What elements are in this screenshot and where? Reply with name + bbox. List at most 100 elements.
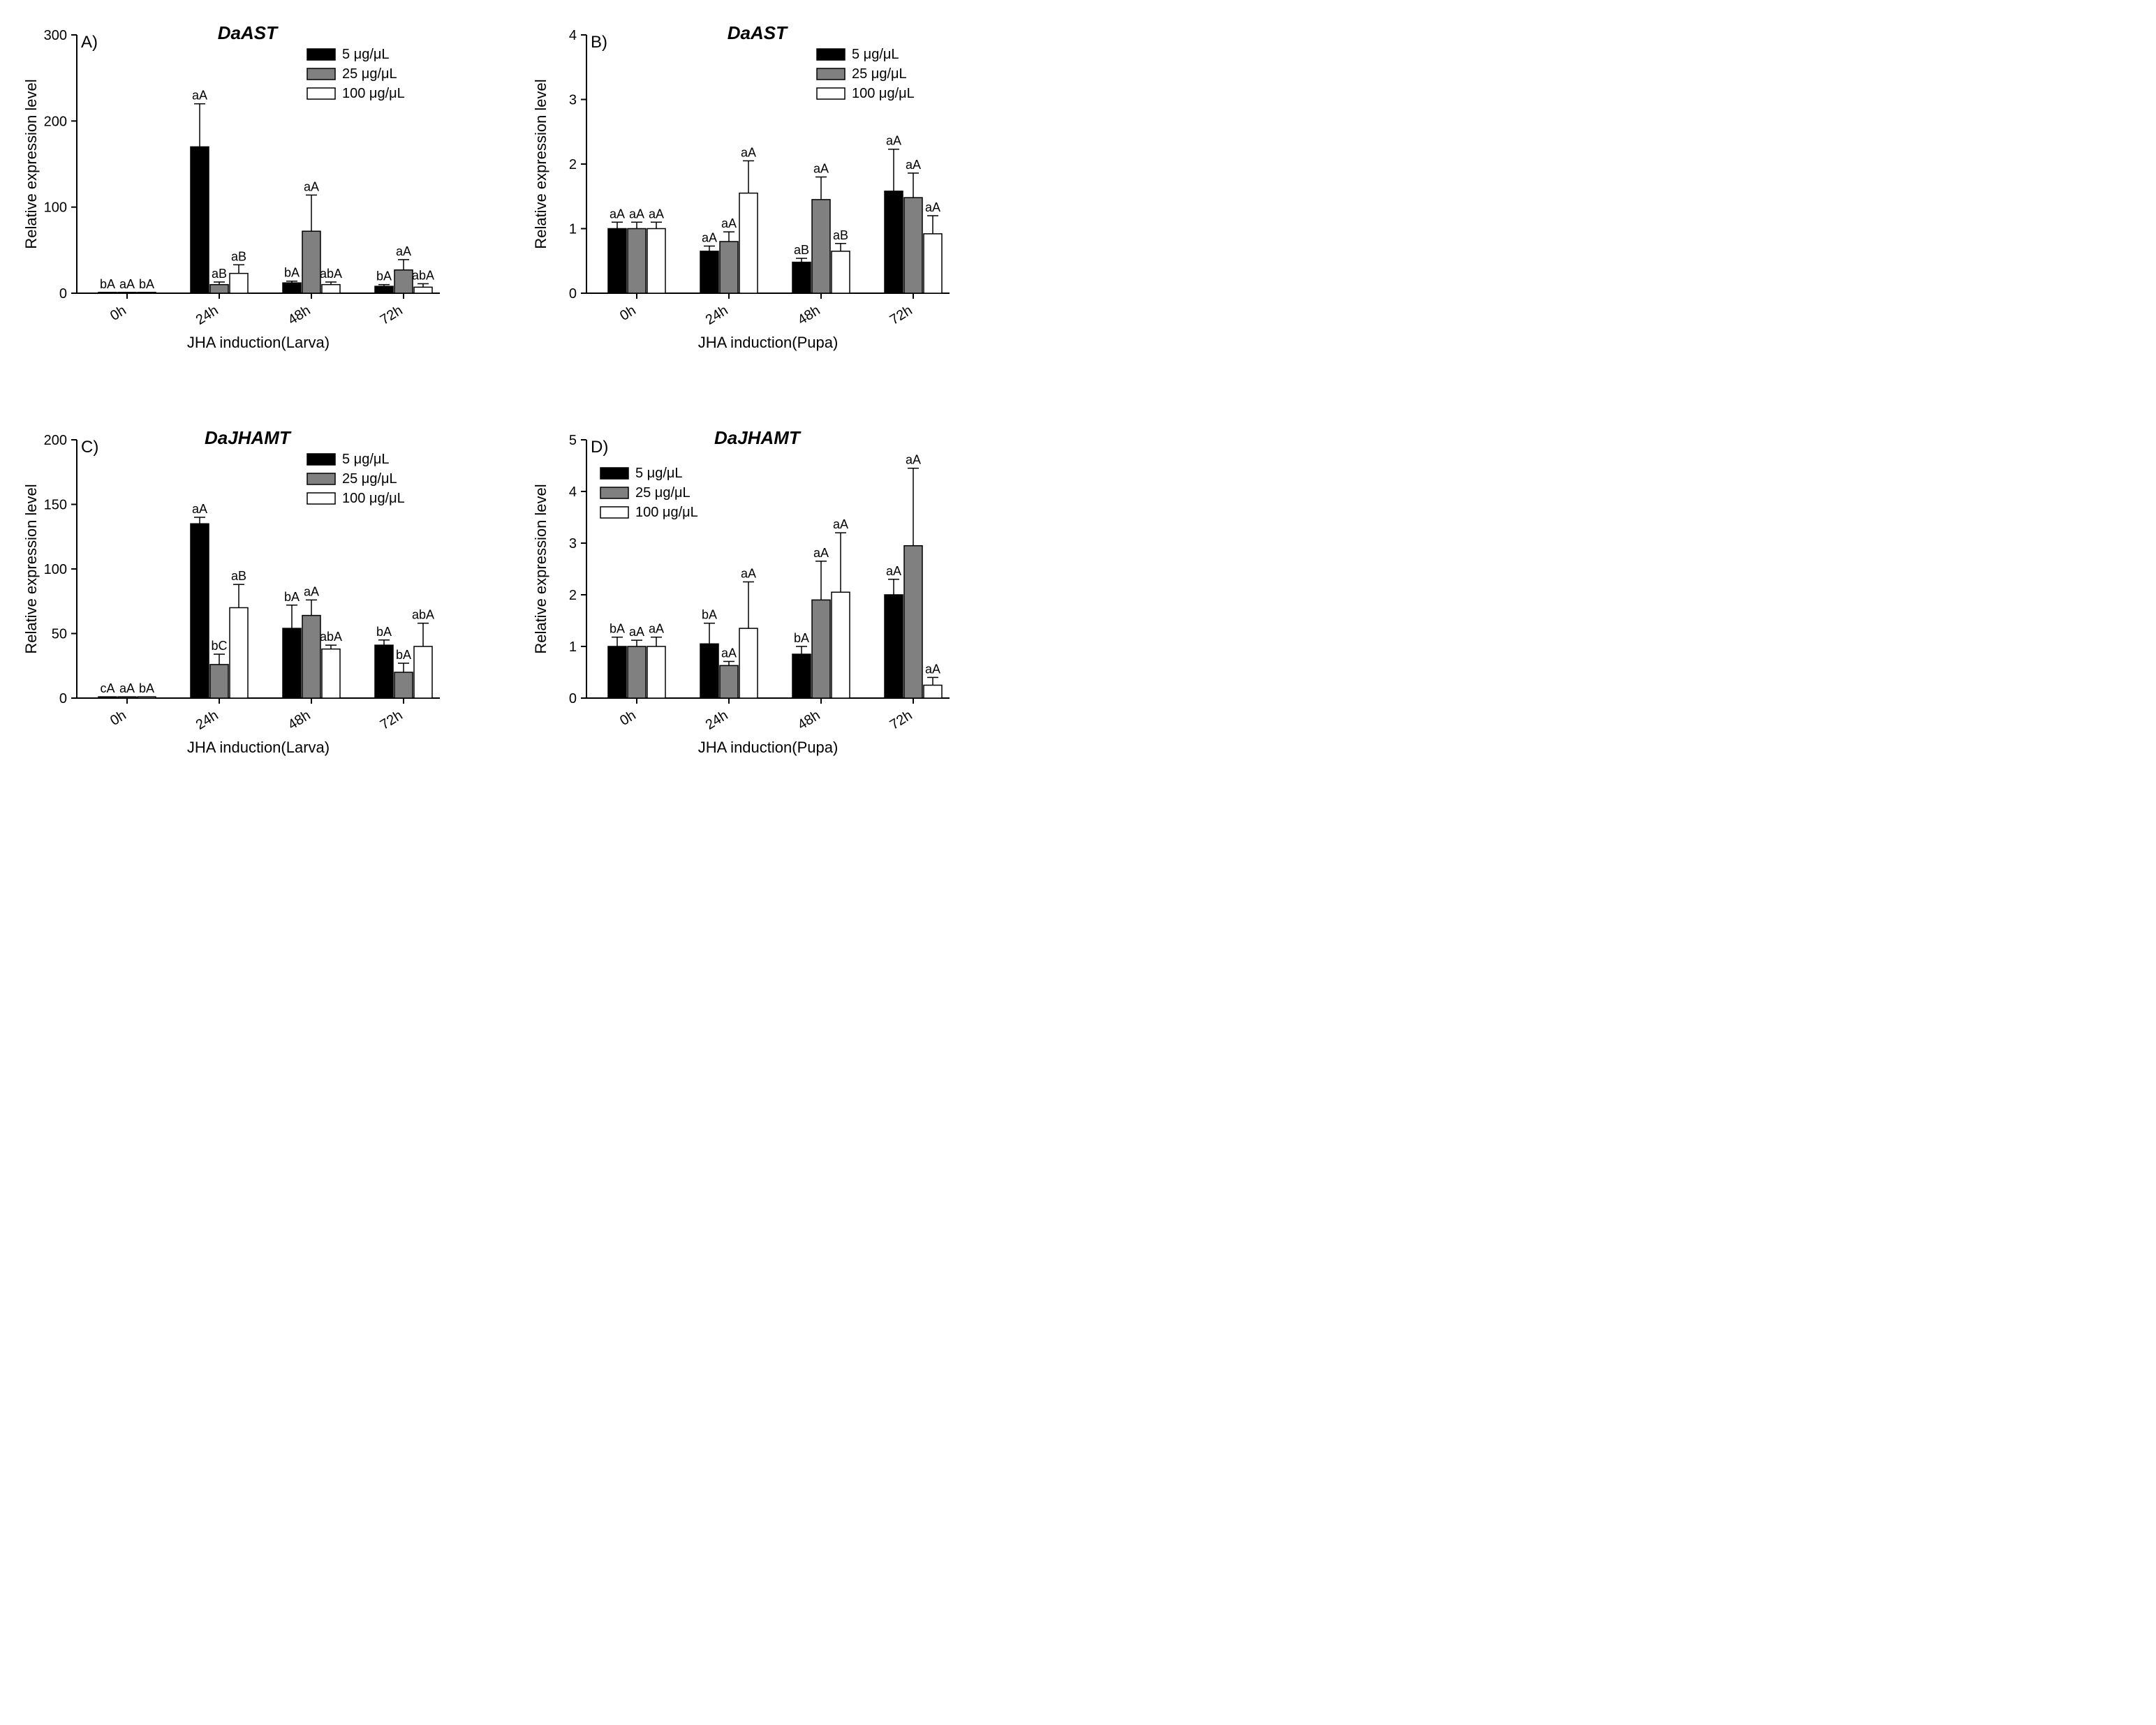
xtick-label: 0h: [108, 303, 129, 324]
xtick-label: 72h: [378, 708, 406, 733]
panel-D: 012345D)DaJHAMT5 μg/μL25 μg/μL100 μg/μL0…: [524, 419, 991, 796]
ytick-label: 100: [44, 562, 67, 577]
legend-label: 100 μg/μL: [342, 86, 405, 101]
xtick-label: 24h: [703, 708, 731, 733]
bar-sig-label: aB: [794, 243, 809, 257]
bar-sig-label: aA: [906, 158, 921, 172]
bar: [394, 672, 413, 698]
bar-sig-label: aA: [192, 89, 207, 103]
ytick-label: 3: [569, 93, 577, 108]
legend-label: 5 μg/μL: [342, 452, 390, 467]
bar-sig-label: aA: [886, 564, 901, 578]
bar: [322, 649, 340, 698]
x-axis-title: JHA induction(Larva): [187, 739, 330, 756]
bar-sig-label: bC: [211, 639, 227, 653]
chart-A: 0100200300A)DaAST5 μg/μL25 μg/μL100 μg/μ…: [14, 14, 475, 391]
bar: [647, 646, 665, 698]
legend-swatch: [307, 49, 335, 60]
x-axis-title: JHA induction(Pupa): [698, 739, 839, 756]
bar: [191, 147, 209, 293]
xtick-label: 48h: [795, 708, 823, 733]
figure-grid: 0100200300A)DaAST5 μg/μL25 μg/μL100 μg/μ…: [14, 14, 991, 796]
panel-A: 0100200300A)DaAST5 μg/μL25 μg/μL100 μg/μ…: [14, 14, 482, 391]
chart-D: 012345D)DaJHAMT5 μg/μL25 μg/μL100 μg/μL0…: [524, 419, 984, 796]
bar-sig-label: aA: [833, 517, 848, 531]
bar-sig-label: aA: [304, 179, 319, 193]
bar-sig-label: aA: [192, 502, 207, 516]
chart-C: 050100150200C)DaJHAMT5 μg/μL25 μg/μL100 …: [14, 419, 475, 796]
bar-sig-label: cA: [100, 681, 115, 695]
ytick-label: 0: [569, 286, 577, 302]
ytick-label: 50: [52, 627, 67, 642]
bar: [283, 628, 301, 698]
bar: [322, 285, 340, 293]
panel-title: DaJHAMT: [205, 427, 292, 448]
bar-sig-label: aA: [629, 207, 644, 221]
bar-sig-label: bA: [284, 590, 300, 604]
bar: [885, 595, 903, 698]
legend-label: 25 μg/μL: [342, 66, 397, 82]
bar: [647, 229, 665, 294]
bar-sig-label: aA: [721, 216, 737, 230]
panel-C: 050100150200C)DaJHAMT5 μg/μL25 μg/μL100 …: [14, 419, 482, 796]
xtick-label: 24h: [703, 303, 731, 328]
bar-sig-label: aA: [813, 546, 829, 560]
bar-sig-label: aA: [304, 584, 319, 598]
bar: [414, 646, 432, 698]
panel-letter: D): [591, 438, 608, 457]
legend-swatch: [600, 487, 628, 498]
xtick-label: 0h: [617, 708, 639, 729]
bar: [720, 242, 738, 293]
ytick-label: 200: [44, 433, 67, 448]
bar: [792, 262, 811, 293]
bar: [230, 608, 248, 699]
bar-sig-label: aA: [906, 453, 921, 467]
ytick-label: 200: [44, 114, 67, 129]
bar: [904, 546, 922, 698]
legend-swatch: [817, 68, 845, 80]
bar: [302, 231, 320, 293]
bar: [283, 283, 301, 293]
bar: [832, 592, 850, 698]
bar: [792, 654, 811, 698]
bar-sig-label: aA: [925, 200, 940, 214]
legend-label: 100 μg/μL: [342, 491, 405, 506]
legend-swatch: [817, 88, 845, 99]
bar-sig-label: bA: [794, 631, 809, 645]
bar: [700, 251, 718, 293]
legend-swatch: [600, 507, 628, 518]
ytick-label: 4: [569, 28, 577, 43]
panel-letter: C): [81, 438, 98, 457]
bar-sig-label: aA: [702, 230, 717, 244]
ytick-label: 3: [569, 536, 577, 551]
bar-sig-label: bA: [396, 648, 411, 662]
ytick-label: 2: [569, 588, 577, 603]
bar-sig-label: aA: [119, 277, 135, 291]
bar-sig-label: aA: [741, 145, 756, 159]
ytick-label: 0: [569, 691, 577, 706]
legend-swatch: [307, 454, 335, 465]
legend-swatch: [600, 468, 628, 479]
x-axis-title: JHA induction(Pupa): [698, 334, 839, 351]
bar-sig-label: abA: [412, 608, 434, 622]
xtick-label: 24h: [193, 708, 221, 733]
bar-sig-label: aB: [833, 228, 848, 242]
bar-sig-label: aA: [649, 622, 664, 636]
ytick-label: 1: [569, 639, 577, 655]
bar-sig-label: abA: [320, 630, 342, 644]
xtick-label: 72h: [887, 708, 915, 733]
bar-sig-label: aA: [629, 625, 644, 639]
x-axis-title: JHA induction(Larva): [187, 334, 330, 351]
bar-sig-label: aB: [212, 267, 227, 281]
bar: [375, 286, 393, 293]
xtick-label: 72h: [887, 303, 915, 328]
ytick-label: 4: [569, 484, 577, 500]
ytick-label: 1: [569, 222, 577, 237]
panel-letter: B): [591, 33, 607, 52]
bar-sig-label: aA: [396, 244, 411, 258]
legend-swatch: [307, 473, 335, 484]
ytick-label: 2: [569, 157, 577, 172]
panel-title: DaAST: [728, 22, 788, 43]
bar-sig-label: aA: [813, 162, 829, 176]
bar: [924, 234, 942, 293]
